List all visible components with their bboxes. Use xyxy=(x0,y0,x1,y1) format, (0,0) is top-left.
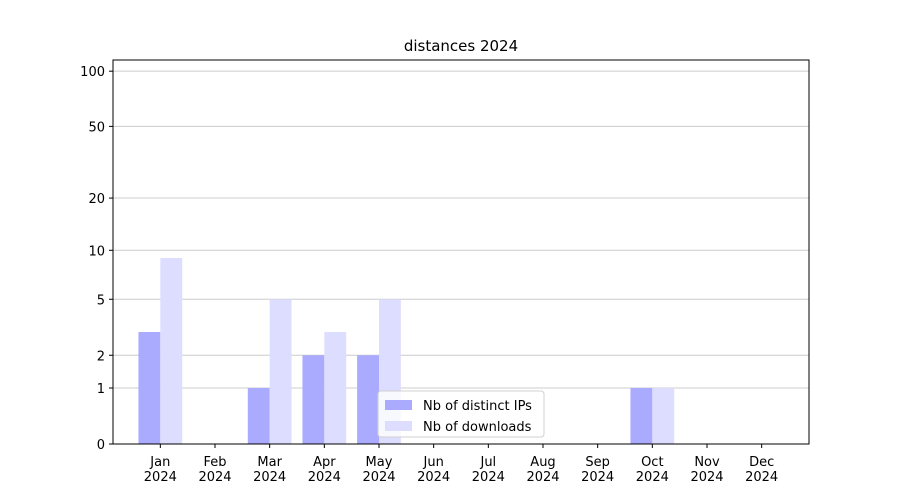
plot-frame xyxy=(112,59,810,445)
y-tick-label: 5 xyxy=(97,293,105,308)
y-tick-label: 100 xyxy=(80,65,105,80)
chart-title: distances 2024 xyxy=(404,37,518,55)
x-tick-label: Dec 2024 xyxy=(745,455,778,485)
bar xyxy=(138,332,161,444)
x-tick-label: Sep 2024 xyxy=(581,455,614,485)
x-tick-label: Apr 2024 xyxy=(308,455,341,485)
y-tick-label: 20 xyxy=(88,192,105,207)
legend-label: Nb of downloads xyxy=(423,420,532,435)
x-tick-label: Mar 2024 xyxy=(253,455,286,485)
y-tick-label: 10 xyxy=(88,244,105,259)
x-tick-label: Nov 2024 xyxy=(690,455,723,485)
x-tick-label: Oct 2024 xyxy=(636,455,669,485)
legend-swatch xyxy=(385,421,412,431)
y-tick-label: 2 xyxy=(97,349,105,364)
legend-label: Nb of distinct IPs xyxy=(423,399,532,414)
bar xyxy=(269,299,292,444)
bar xyxy=(652,388,675,444)
x-tick-label: Feb 2024 xyxy=(198,455,231,485)
bar xyxy=(160,257,183,444)
x-tick-label: May 2024 xyxy=(362,455,395,485)
y-tick-label: 50 xyxy=(88,120,105,135)
y-tick-label: 1 xyxy=(97,382,105,397)
legend-swatch xyxy=(385,400,412,410)
bar xyxy=(357,355,379,444)
x-tick-label: Jan 2024 xyxy=(144,455,177,485)
x-tick-label: Jun 2024 xyxy=(417,455,450,485)
x-tick-label: Jul 2024 xyxy=(472,455,505,485)
bar xyxy=(630,388,653,444)
bar xyxy=(324,332,347,444)
x-tick-label: Aug 2024 xyxy=(526,455,559,485)
bar xyxy=(302,355,325,444)
legend-box xyxy=(377,390,545,438)
y-tick-label: 0 xyxy=(97,438,105,453)
bar xyxy=(247,388,270,444)
